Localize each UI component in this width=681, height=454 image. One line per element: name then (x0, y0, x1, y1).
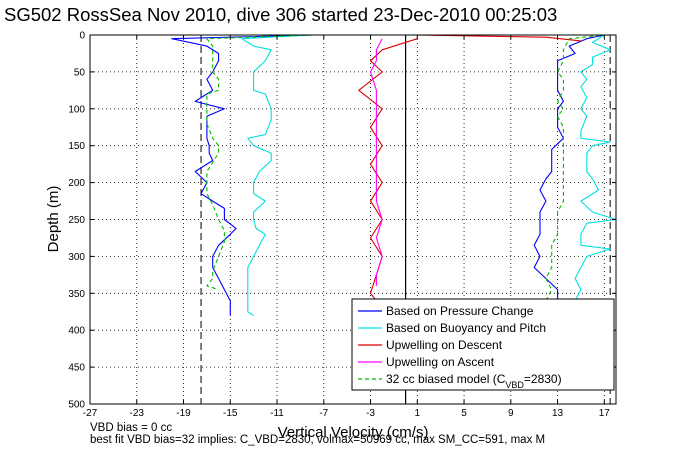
y-tick-label: 50 (74, 67, 86, 78)
series-ascent-trace-8 (545, 34, 605, 301)
legend-box (351, 298, 615, 391)
y-tick-label: 200 (68, 178, 85, 189)
x-tick-label: 9 (508, 408, 514, 419)
y-tick-label: 450 (68, 363, 85, 374)
legend-label: Based on Buoyancy and Pitch (386, 321, 546, 335)
y-tick-label: 250 (68, 215, 85, 226)
y-axis-label: Depth (m) (45, 186, 62, 253)
legend: Based on Pressure Change Based on Buoyanc… (351, 298, 615, 391)
x-tick-label: 17 (599, 408, 611, 419)
y-tick-label: 150 (68, 141, 85, 152)
y-tick-label: 300 (68, 252, 85, 263)
series-based-on-buoyancy-and-pitch (241, 34, 313, 316)
x-tick-label: -27 (83, 408, 98, 419)
x-tick-label: -19 (176, 408, 191, 419)
legend-label: Based on Pressure Change (386, 304, 534, 318)
legend-label: 32 cc biased model (CVBD=2830) (386, 372, 562, 390)
x-tick-label: -11 (270, 408, 284, 419)
y-tick-label: 500 (68, 400, 85, 411)
x-tick-label: 5 (461, 408, 467, 419)
x-tick-label: -15 (223, 408, 238, 419)
series-32-cc-biased-model-cvbd-2830 (206, 34, 313, 291)
y-tick-label: 0 (79, 31, 85, 42)
x-tick-label: 1 (415, 408, 421, 419)
legend-label: Upwelling on Descent (386, 338, 503, 352)
series-ascent-trace-5 (533, 34, 605, 301)
chart-title: SG502 RossSea Nov 2010, dive 306 started… (4, 4, 558, 25)
ticks: -27 -23 -19 -15 -11 -7 -3 1 5 9 13 17 0 50 100 150 200 25… (68, 31, 616, 419)
series-ascent-trace-6 (574, 34, 617, 301)
series-upwelling-on-ascent (369, 38, 383, 286)
y-tick-label: 400 (68, 326, 85, 337)
vbd-fit-note: best fit VBD bias=32 implies: C_VBD=2830… (90, 434, 546, 446)
y-tick-label: 100 (68, 104, 85, 115)
series-based-on-pressure-change (171, 34, 313, 316)
y-tick-label: 350 (68, 289, 85, 300)
legend-label: Upwelling on Ascent (386, 355, 495, 369)
series (171, 34, 617, 316)
vbd-bias-note: VBD bias = 0 cc (90, 422, 173, 434)
x-tick-label: 13 (552, 408, 564, 419)
x-tick-label: -3 (366, 408, 375, 419)
x-tick-label: -7 (319, 408, 328, 419)
x-tick-label: -23 (130, 408, 145, 419)
x-axis-label: Vertical Velocity (cm/s) (278, 424, 429, 441)
